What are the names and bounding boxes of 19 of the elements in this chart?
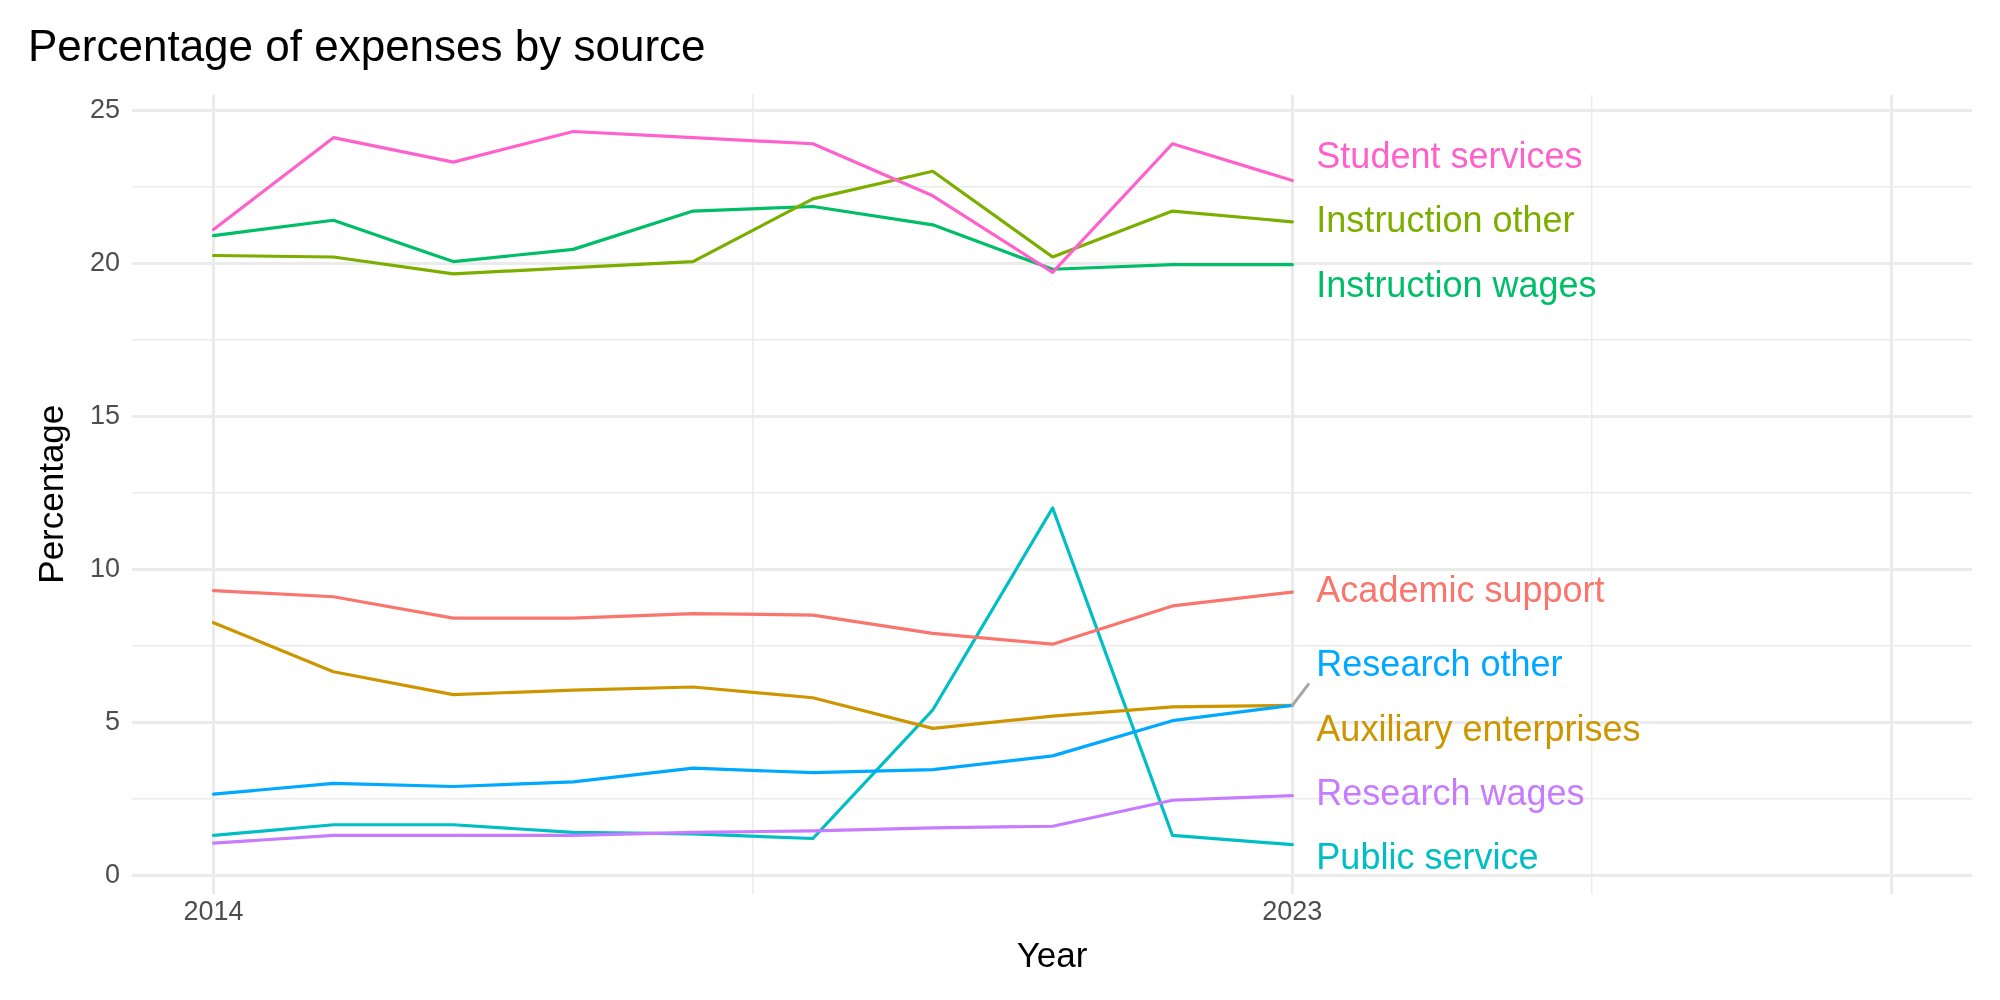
series-label: Research other [1316, 643, 1563, 685]
series-label: Public service [1316, 836, 1539, 878]
series-label: Student services [1316, 134, 1583, 176]
y-tick-label: 10 [89, 552, 121, 583]
series-label: Academic support [1316, 569, 1605, 611]
y-tick-label: 5 [105, 705, 121, 736]
y-axis-title: Percentage [30, 404, 70, 584]
y-tick-label: 15 [89, 399, 121, 430]
y-tick-label: 25 [89, 93, 121, 124]
series-label: Auxiliary enterprises [1316, 707, 1641, 749]
series-label: Research wages [1316, 771, 1585, 813]
y-tick-label: 0 [105, 858, 121, 889]
chart-title: Percentage of expenses by source [28, 20, 706, 70]
y-tick-label: 20 [89, 246, 121, 277]
x-axis-title: Year [1016, 934, 1088, 974]
series-label: Instruction wages [1316, 263, 1597, 305]
x-tick-label: 2014 [183, 896, 244, 927]
x-tick-label: 2023 [1262, 896, 1323, 927]
series-label: Instruction other [1316, 199, 1575, 241]
